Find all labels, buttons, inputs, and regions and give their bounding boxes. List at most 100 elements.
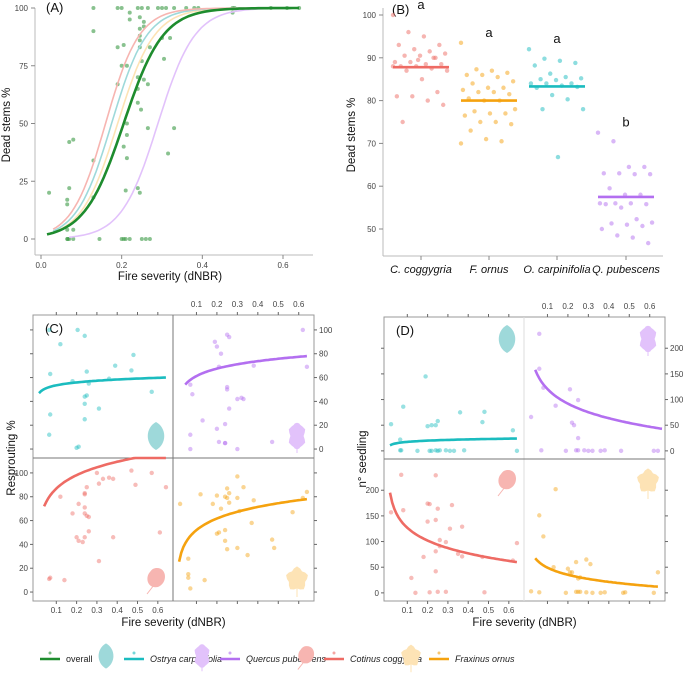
data-point (615, 233, 620, 238)
data-point (510, 79, 516, 84)
data-point (634, 216, 639, 222)
data-point (147, 237, 152, 241)
data-point (82, 490, 87, 496)
legend: overall Ostrya carpinifolia Quercus pubesc… (40, 643, 515, 673)
data-point (65, 237, 70, 241)
data-point (482, 409, 487, 415)
data-point (226, 500, 232, 505)
data-point (198, 492, 203, 497)
data-point (537, 366, 542, 371)
data-point (429, 423, 434, 428)
data-point (586, 448, 591, 454)
x-tick-label: 0.2 (71, 606, 83, 615)
data-point (145, 82, 150, 87)
data-point (541, 534, 546, 539)
x-tick-label: 0.6 (644, 302, 656, 311)
data-point (127, 237, 132, 241)
data-point (249, 520, 254, 526)
data-point (495, 74, 500, 80)
data-point (510, 428, 516, 433)
data-point (461, 448, 467, 453)
data-point (644, 201, 649, 207)
category-label: F. ornus (470, 264, 509, 276)
data-point (62, 577, 67, 583)
data-point (437, 448, 442, 453)
data-point (67, 186, 72, 191)
data-point (115, 45, 120, 50)
ostrya-leaf-icon (498, 325, 516, 353)
data-point (651, 448, 657, 454)
data-point (214, 344, 220, 349)
data-point (82, 535, 87, 540)
data-point (433, 423, 438, 428)
data-point (76, 501, 81, 507)
data-point (532, 63, 537, 68)
data-point (390, 12, 396, 18)
data-point (202, 577, 207, 583)
data-point (46, 327, 52, 333)
data-point (218, 506, 224, 511)
data-point (580, 106, 586, 112)
data-point (602, 590, 607, 595)
data-point (155, 6, 160, 10)
data-point (226, 406, 232, 411)
data-point (584, 590, 589, 595)
data-point (507, 91, 512, 97)
data-point (571, 423, 577, 428)
data-point (468, 128, 473, 133)
data-point (553, 487, 558, 492)
data-point (413, 590, 418, 596)
data-point (417, 53, 423, 58)
data-point (96, 558, 102, 564)
y-tick-label: 150 (670, 370, 684, 379)
data-point (435, 506, 440, 511)
data-point (300, 327, 306, 333)
data-point (186, 571, 191, 577)
data-point (569, 81, 574, 86)
data-point (609, 221, 614, 226)
facet-fraxinus (177, 474, 310, 597)
y-tick-label: 0 (24, 235, 29, 244)
data-point (58, 494, 63, 499)
data-point (396, 42, 401, 48)
data-point (137, 190, 142, 195)
panel-b: 50 60 70 80 90 100 Dead stems % (B) C. coggygria… (346, 0, 663, 276)
panel-label: (A) (46, 0, 63, 15)
x-tick-label: 0.6 (503, 606, 515, 615)
facet-quercus (184, 327, 310, 453)
oak-leaf-icon (288, 422, 306, 450)
data-point (563, 448, 569, 454)
x-tick-label: 0.3 (91, 606, 103, 615)
legend-label: Fraxinus ornus (455, 654, 515, 664)
data-point (599, 226, 605, 232)
data-point (84, 485, 89, 490)
data-point (222, 421, 228, 427)
data-point (415, 448, 420, 454)
data-point (106, 475, 112, 480)
panel-label: (D) (396, 323, 414, 338)
data-point (139, 237, 144, 241)
fit-curve-fraxinus (52, 7, 300, 234)
data-point (84, 369, 89, 374)
y-tick-label: 80 (319, 350, 328, 359)
y-tick-label: 80 (367, 97, 376, 106)
fit-curve (388, 492, 518, 564)
y-tick-label: 150 (366, 512, 380, 521)
data-point (269, 537, 275, 542)
data-point (528, 81, 534, 86)
category-label: Q. pubescens (592, 264, 660, 276)
data-point (553, 77, 559, 83)
data-point (607, 186, 612, 191)
data-point (617, 171, 622, 176)
data-point (642, 164, 647, 170)
data-point (162, 56, 167, 61)
data-point (567, 570, 573, 575)
data-point (433, 517, 438, 523)
data-point (58, 342, 63, 347)
x-tick-label: 0.2 (562, 302, 574, 311)
data-point (435, 89, 440, 95)
data-point (143, 237, 148, 241)
legend-item-cotinus: Cotinus coggygria (297, 646, 422, 670)
data-point (628, 201, 634, 206)
